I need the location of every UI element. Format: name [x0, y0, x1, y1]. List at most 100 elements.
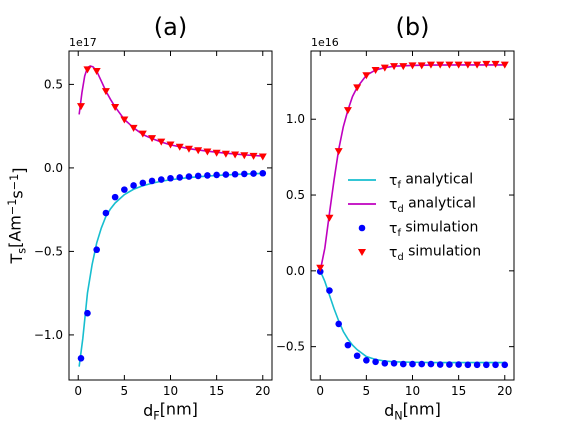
panel-a: (a) 1e17 0 5 10 15 20 −1.0 −0.5 0.0 0.5 dF[nm] Ts[Am…	[6, 13, 273, 423]
data-point--f-simulation	[483, 361, 490, 369]
data-point--f-simulation	[121, 186, 128, 193]
data-point--f-simulation	[344, 341, 352, 349]
series-line--d-analytical	[319, 64, 505, 271]
legend-label: τf simulation	[389, 220, 478, 239]
data-point--d-simulation	[380, 64, 389, 72]
y-tick-label: 0.0	[44, 161, 63, 175]
panel-b: (b) 1e16 0 5 10 15 20 −0.5 0.0 0.5 1.0 dN[nm] τf ana…	[276, 13, 515, 423]
data-point--f-simulation	[381, 360, 389, 367]
plot-area	[76, 65, 267, 367]
data-point--d-simulation	[463, 61, 472, 69]
data-point--d-simulation	[371, 66, 380, 74]
data-point--d-simulation	[500, 61, 509, 69]
data-point--d-simulation	[491, 60, 500, 68]
data-point--d-simulation	[138, 130, 147, 138]
data-point--f-simulation	[111, 193, 119, 201]
data-point--d-simulation	[148, 135, 157, 143]
series-line--f-analytical	[78, 172, 263, 367]
data-point--d-simulation	[390, 63, 399, 71]
data-point--f-simulation	[492, 361, 499, 369]
series-line--f-analytical	[319, 270, 505, 364]
data-point--d-simulation	[408, 62, 417, 70]
data-point--d-simulation	[101, 88, 110, 96]
data-point--d-simulation	[194, 147, 203, 155]
data-point--f-simulation	[77, 354, 85, 362]
data-point--d-simulation	[184, 145, 193, 153]
data-point--d-simulation	[473, 61, 482, 69]
data-point--d-simulation	[316, 264, 325, 272]
data-point--f-simulation	[102, 209, 110, 217]
data-point--d-simulation	[258, 153, 267, 161]
data-point--d-simulation	[111, 103, 120, 111]
data-point--f-simulation	[455, 361, 462, 368]
y-tick-label: 1.0	[286, 112, 305, 126]
y-tick-label: 0.5	[44, 77, 63, 91]
legend-swatch-circle	[358, 224, 366, 232]
legend-swatch-triangle	[358, 249, 366, 256]
data-point--f-simulation	[222, 171, 230, 178]
x-tick-label: 0	[316, 384, 324, 398]
data-point--d-simulation	[445, 61, 454, 69]
data-point--f-simulation	[139, 179, 147, 187]
panel-title: (b)	[396, 13, 430, 41]
data-point--f-simulation	[213, 171, 220, 179]
legend-label: τd simulation	[389, 244, 481, 263]
data-point--f-simulation	[418, 360, 426, 368]
data-point--f-simulation	[167, 174, 174, 182]
data-point--f-simulation	[390, 360, 398, 367]
data-point--d-simulation	[353, 84, 362, 92]
data-point--d-simulation	[120, 116, 129, 124]
data-point--f-simulation	[157, 176, 165, 183]
data-point--f-simulation	[464, 361, 472, 369]
data-point--f-simulation	[185, 173, 193, 180]
axes-frame	[68, 50, 273, 381]
x-axis-label: dF[nm]	[143, 400, 198, 423]
data-point--d-simulation	[76, 103, 85, 111]
data-point--d-simulation	[334, 148, 343, 156]
y-tick-label: −0.5	[276, 340, 305, 354]
panel-title: (a)	[154, 13, 187, 41]
data-point--f-simulation	[473, 361, 481, 369]
y-tick-label: 0.0	[286, 264, 305, 278]
x-axis-label: dN[nm]	[384, 400, 441, 423]
x-tick-label: 15	[451, 384, 466, 398]
x-tick-label: 5	[363, 384, 371, 398]
x-tick-label: 10	[163, 384, 178, 398]
data-point--f-simulation	[363, 356, 370, 364]
data-point--f-simulation	[241, 170, 248, 178]
data-point--f-simulation	[427, 360, 435, 368]
x-tick-label: 15	[209, 384, 224, 398]
data-point--d-simulation	[325, 214, 334, 222]
legend-label: τf analytical	[389, 172, 473, 191]
data-point--f-simulation	[148, 177, 156, 185]
data-point--f-simulation	[204, 172, 211, 179]
data-point--d-simulation	[83, 66, 92, 74]
data-point--d-simulation	[399, 63, 408, 71]
data-point--d-simulation	[166, 141, 175, 149]
y-tick-label: −0.5	[34, 244, 63, 258]
data-point--d-simulation	[436, 61, 445, 69]
data-point--d-simulation	[92, 68, 101, 76]
data-point--f-simulation	[194, 172, 202, 180]
axis-exponent-label: 1e17	[69, 36, 97, 49]
data-point--f-simulation	[446, 361, 453, 368]
data-point--f-simulation	[93, 246, 100, 254]
x-tick-label: 0	[74, 384, 82, 398]
data-point--f-simulation	[353, 352, 361, 360]
data-point--d-simulation	[240, 152, 249, 160]
legend-label: τd analytical	[389, 196, 476, 215]
data-point--f-simulation	[130, 182, 137, 189]
axis-exponent-label: 1e16	[311, 36, 339, 49]
data-point--f-simulation	[326, 287, 333, 294]
data-point--f-simulation	[501, 361, 509, 369]
data-point--d-simulation	[157, 138, 166, 146]
data-point--f-simulation	[399, 360, 407, 368]
x-tick-label: 5	[121, 384, 129, 398]
data-point--d-simulation	[343, 107, 352, 115]
data-point--f-simulation	[335, 320, 342, 328]
data-point--d-simulation	[129, 124, 138, 132]
data-point--d-simulation	[362, 72, 371, 80]
data-point--f-simulation	[84, 309, 91, 317]
data-point--f-simulation	[250, 170, 257, 177]
